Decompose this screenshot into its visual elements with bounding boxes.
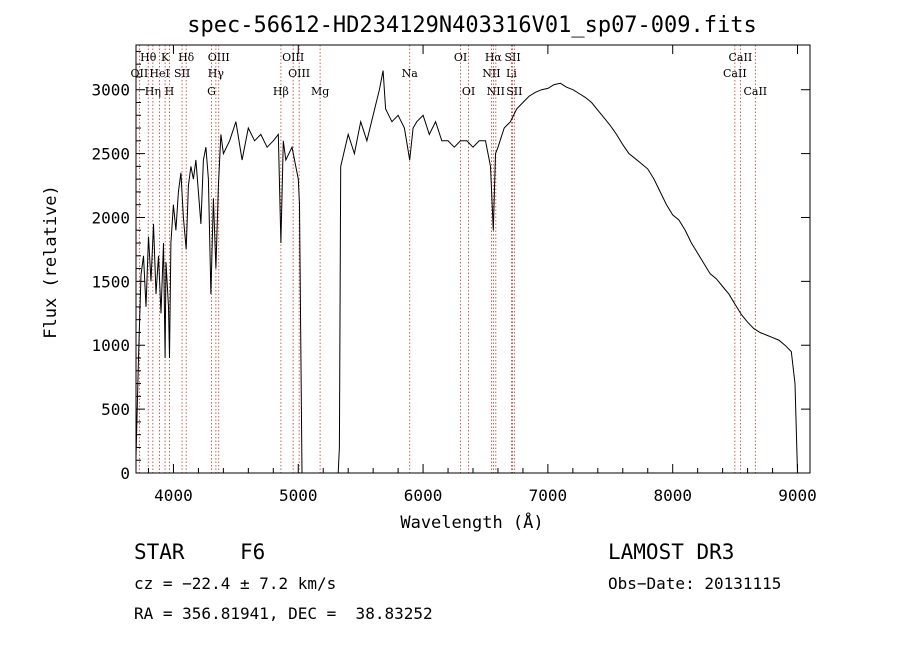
- y-tick-label: 2000: [91, 208, 130, 227]
- line-label: HeI: [149, 67, 169, 80]
- line-labels: Hθ OII Hη K HeI H Hδ SII OIII Hγ G OIII OIII Hβ Mg Na OI…: [131, 51, 768, 98]
- line-label: OIII: [282, 51, 304, 64]
- line-label: Hη: [145, 85, 161, 98]
- line-label: Hβ: [273, 85, 289, 98]
- object-subclass: F6: [240, 540, 266, 564]
- y-tick-label: 500: [101, 400, 130, 419]
- line-label: OI: [454, 51, 467, 64]
- line-label: Hα: [485, 51, 503, 64]
- line-label: G: [207, 85, 216, 98]
- line-label: OII: [131, 67, 149, 80]
- y-axis-label: Flux (relative): [41, 185, 61, 339]
- y-tick-label: 0: [120, 464, 130, 483]
- y-tick-label: 2500: [91, 145, 130, 164]
- plot-frame: [135, 44, 811, 474]
- line-markers: [138, 45, 756, 473]
- x-tick-label: 8000: [653, 486, 692, 505]
- x-axis-label: Wavelength (Å): [400, 511, 543, 533]
- line-label: SII: [174, 67, 190, 80]
- y-tick-label: 1500: [91, 272, 130, 291]
- line-label: CaII: [729, 51, 753, 64]
- object-class: STAR: [134, 540, 185, 564]
- coordinates: RA = 356.81941, DEC = 38.83252: [134, 604, 433, 623]
- x-axis-ticks: 4000 5000 6000 7000 8000 9000: [147, 45, 817, 505]
- line-label: Mg: [311, 85, 329, 98]
- line-label: CaII: [743, 85, 767, 98]
- line-label: NII: [487, 85, 505, 98]
- obs-date: Obs−Date: 20131115: [608, 574, 782, 593]
- line-label: CaII: [723, 67, 747, 80]
- line-label: OI: [462, 85, 475, 98]
- x-tick-label: 4000: [154, 486, 193, 505]
- line-label: H: [165, 85, 175, 98]
- flux-series-line: [135, 70, 798, 474]
- x-tick-label: 7000: [529, 486, 568, 505]
- line-label: K: [161, 51, 170, 64]
- y-tick-label: 1000: [91, 336, 130, 355]
- chart-title: spec-56612-HD234129N403316V01_sp07-009.f…: [187, 13, 757, 38]
- x-tick-label: 5000: [279, 486, 318, 505]
- y-axis-ticks: 0 500 1000 1500 2000 2500 3000: [91, 50, 810, 483]
- line-label: SII: [504, 51, 520, 64]
- redshift-info: cz = −22.4 ± 7.2 km/s: [134, 574, 337, 593]
- line-label: Li: [506, 67, 517, 80]
- line-label: Na: [402, 67, 419, 80]
- line-label: OIII: [288, 67, 310, 80]
- x-tick-label: 6000: [404, 486, 443, 505]
- line-label: OIII: [208, 51, 230, 64]
- y-tick-label: 3000: [91, 81, 130, 100]
- line-label: Hγ: [208, 67, 225, 80]
- line-label: NII: [482, 67, 500, 80]
- survey-name: LAMOST DR3: [608, 540, 735, 564]
- line-label: SII: [506, 85, 522, 98]
- line-label: Hθ: [140, 51, 157, 64]
- x-tick-label: 9000: [778, 486, 817, 505]
- line-label: Hδ: [178, 51, 195, 64]
